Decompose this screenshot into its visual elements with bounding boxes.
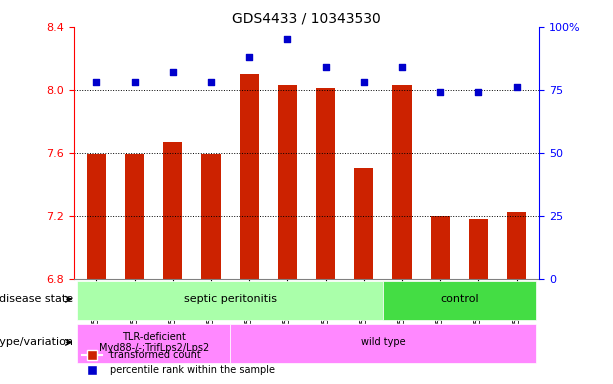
Point xyxy=(206,79,216,85)
FancyBboxPatch shape xyxy=(230,324,536,362)
Text: disease state: disease state xyxy=(0,294,74,304)
Point xyxy=(359,79,368,85)
Bar xyxy=(125,154,144,278)
Text: septic peritonitis: septic peritonitis xyxy=(184,294,276,304)
Point xyxy=(435,89,445,95)
Point xyxy=(245,54,254,60)
Bar xyxy=(163,142,183,278)
Bar xyxy=(278,85,297,278)
FancyBboxPatch shape xyxy=(77,281,383,319)
Text: wild type: wild type xyxy=(360,338,405,348)
Point xyxy=(512,84,522,90)
FancyBboxPatch shape xyxy=(77,324,230,362)
Text: TLR-deficient
Myd88-/-;TrifLps2/Lps2: TLR-deficient Myd88-/-;TrifLps2/Lps2 xyxy=(99,331,209,353)
Bar xyxy=(354,169,373,278)
Text: genotype/variation: genotype/variation xyxy=(0,338,74,348)
Bar xyxy=(469,219,488,278)
Bar xyxy=(507,212,526,278)
Legend: transformed count, percentile rank within the sample: transformed count, percentile rank withi… xyxy=(78,346,278,379)
Bar xyxy=(202,154,221,278)
Point xyxy=(283,36,292,43)
FancyBboxPatch shape xyxy=(383,281,536,319)
Bar xyxy=(240,74,259,278)
Bar xyxy=(430,215,450,278)
Bar xyxy=(316,88,335,278)
Bar xyxy=(392,85,411,278)
Point xyxy=(397,64,407,70)
Title: GDS4433 / 10343530: GDS4433 / 10343530 xyxy=(232,12,381,26)
Point xyxy=(321,64,330,70)
Point xyxy=(91,79,101,85)
Point xyxy=(168,69,178,75)
Point xyxy=(473,89,483,95)
Text: control: control xyxy=(440,294,479,304)
Point xyxy=(130,79,140,85)
Bar xyxy=(87,154,106,278)
